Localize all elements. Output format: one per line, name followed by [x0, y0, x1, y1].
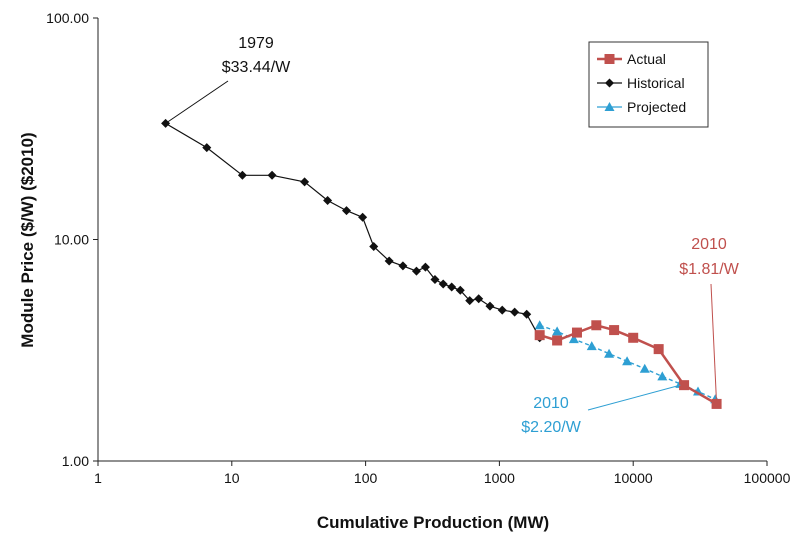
legend-label: Projected	[627, 99, 686, 115]
data-point-actual	[609, 325, 620, 336]
legend-marker	[605, 78, 614, 88]
annotation-year: 1979	[238, 35, 274, 52]
data-point-projected	[552, 326, 563, 336]
data-point-historical	[267, 170, 277, 180]
series-historical	[161, 118, 545, 343]
annotation-price: $1.81/W	[679, 261, 739, 278]
data-point-actual	[591, 320, 602, 331]
legend-marker	[604, 102, 615, 111]
series-layer	[161, 118, 722, 409]
y-tick-label: 10.00	[54, 232, 89, 248]
data-point-projected	[568, 334, 579, 344]
data-point-projected	[534, 320, 545, 330]
data-point-actual	[534, 330, 545, 341]
annotation-price: $2.20/W	[521, 419, 581, 436]
data-point-historical	[300, 177, 310, 187]
data-point-projected	[586, 341, 597, 351]
data-point-projected	[657, 371, 668, 381]
data-point-historical	[369, 241, 379, 251]
data-point-historical	[342, 206, 352, 216]
y-axis-label: Module Price ($/W) ($2010)	[18, 132, 37, 347]
data-point-actual	[628, 332, 639, 343]
data-point-historical	[358, 212, 368, 222]
x-tick-label: 10000	[614, 470, 653, 486]
annotation: 2010 $2.20/W	[521, 384, 681, 436]
tick-labels: 1 10 100 1000 10000 100000 1.00 10.00 100.00	[46, 10, 790, 486]
legend-item-historical: Historical	[597, 75, 685, 91]
annotation: 1979 $33.44/W	[165, 35, 291, 124]
data-point-historical	[455, 285, 465, 295]
data-point-historical	[411, 266, 421, 276]
annotation-leader-line	[710, 283, 718, 404]
data-point-historical	[202, 143, 212, 153]
data-point-actual	[571, 327, 582, 338]
x-tick-label: 1	[94, 470, 102, 486]
x-tick-label: 100	[354, 470, 378, 486]
data-point-historical	[474, 294, 484, 304]
x-axis-label: Cumulative Production (MW)	[317, 513, 549, 532]
legend-marker	[604, 54, 615, 64]
data-point-actual	[552, 335, 563, 346]
x-tick-label: 100000	[744, 470, 791, 486]
y-tick-label: 1.00	[62, 453, 89, 469]
legend: Actual Historical Projected	[588, 41, 709, 128]
data-point-projected	[604, 348, 615, 358]
annotation-year: 2010	[691, 236, 727, 253]
annotation: 2010 $1.81/W	[679, 236, 740, 404]
y-tick-label: 100.00	[46, 10, 89, 26]
data-point-historical	[497, 305, 507, 315]
data-point-actual	[679, 380, 690, 391]
annotation-leader-line	[587, 384, 681, 411]
data-point-historical	[398, 261, 408, 271]
data-point-historical	[323, 195, 333, 205]
data-point-actual	[653, 344, 664, 355]
legend-label: Historical	[627, 75, 685, 91]
data-point-historical	[522, 309, 532, 319]
annotation-leader-line	[165, 80, 229, 124]
legend-item-projected: Projected	[597, 99, 686, 115]
annotation-year: 2010	[533, 395, 569, 412]
annotations-layer: 1979 $33.44/W 2010 $1.81/W 2010 $2.20/W	[165, 35, 740, 436]
x-tick-label: 10	[224, 470, 240, 486]
data-point-historical	[438, 279, 448, 289]
data-point-projected	[639, 363, 650, 373]
legend-label: Actual	[627, 51, 666, 67]
data-point-historical	[447, 282, 457, 292]
data-point-historical	[465, 296, 475, 306]
x-tick-label: 1000	[484, 470, 515, 486]
annotation-price: $33.44/W	[222, 59, 291, 76]
data-point-historical	[384, 256, 394, 266]
legend-item-actual: Actual	[597, 51, 666, 67]
data-point-historical	[485, 301, 495, 311]
data-point-historical	[430, 274, 440, 284]
data-point-historical	[237, 170, 247, 180]
data-point-historical	[510, 307, 520, 317]
data-point-projected	[622, 356, 633, 366]
series-line-historical	[165, 122, 541, 339]
data-point-historical	[420, 262, 430, 272]
